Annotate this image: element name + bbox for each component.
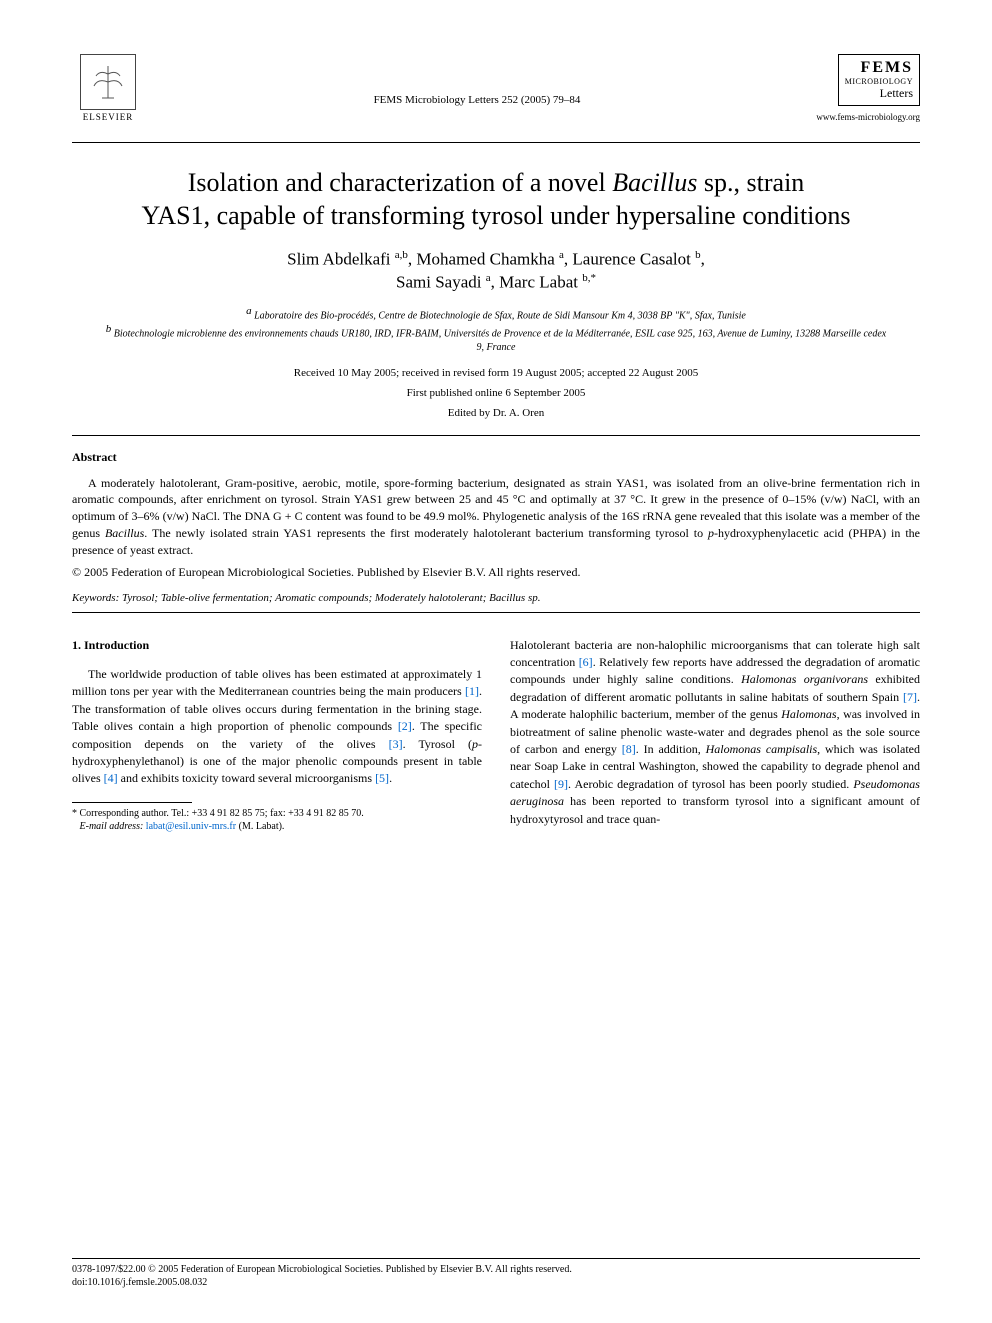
fems-url: www.fems-microbiology.org	[810, 112, 920, 122]
citation-2[interactable]: [2]	[398, 719, 412, 733]
abstract-heading: Abstract	[72, 450, 920, 465]
col2-species-1: Halomonas organivorans	[741, 672, 868, 686]
elsevier-tree-icon	[80, 54, 136, 110]
title-part-2: sp., strain	[697, 168, 804, 197]
footnotes: * Corresponding author. Tel.: +33 4 91 8…	[72, 807, 482, 834]
abstract-bottom-rule	[72, 612, 920, 613]
fems-subtitle-1: MICROBIOLOGY	[845, 77, 913, 86]
article-dates: Received 10 May 2005; received in revise…	[72, 367, 920, 379]
keywords: Keywords: Tyrosol; Table-olive fermentat…	[72, 592, 920, 604]
keywords-text: Tyrosol; Table-olive fermentation; Aroma…	[119, 592, 489, 604]
email-line: E-mail address: labat@esil.univ-mrs.fr (…	[72, 820, 482, 834]
author-5: Marc Labat	[499, 272, 578, 291]
footnote-rule	[72, 802, 192, 803]
page-header: ELSEVIER FEMS Microbiology Letters 252 (…	[72, 54, 920, 134]
email-post: (M. Labat).	[236, 821, 284, 832]
keywords-genus: Bacillus	[489, 592, 525, 604]
abstract-seg-2: . The newly isolated strain YAS1 represe…	[144, 526, 708, 540]
fems-subtitle-2: Letters	[845, 86, 913, 101]
abstract-top-rule	[72, 435, 920, 436]
body-columns: 1. Introduction The worldwide production…	[72, 637, 920, 834]
section-1-heading: 1. Introduction	[72, 637, 482, 654]
intro-paragraph-1: The worldwide production of table olives…	[72, 666, 482, 788]
citation-1[interactable]: [1]	[465, 684, 479, 698]
header-rule	[72, 142, 920, 143]
author-5-affil: b,*	[582, 272, 596, 284]
citation-9[interactable]: [9]	[554, 777, 568, 791]
journal-reference: FEMS Microbiology Letters 252 (2005) 79–…	[144, 54, 810, 106]
author-4: Sami Sayadi	[396, 272, 481, 291]
affil-a-text: Laboratoire des Bio-procédés, Centre de …	[252, 310, 746, 321]
col2-species-3: Halomonas campisalis	[706, 742, 818, 756]
fems-title: FEMS	[845, 59, 913, 77]
fems-logo-box: FEMS MICROBIOLOGY Letters	[838, 54, 920, 106]
affil-b-text: Biotechnologie microbienne des environne…	[111, 329, 886, 354]
affiliations: a Laboratoire des Bio-procédés, Centre d…	[102, 304, 890, 355]
author-3-affil: b	[695, 249, 701, 261]
intro-seg-d: . Tyrosol (	[403, 737, 472, 751]
footer-rule	[72, 1258, 920, 1259]
title-part-1: Isolation and characterization of a nove…	[188, 168, 612, 197]
column-left: 1. Introduction The worldwide production…	[72, 637, 482, 834]
email-label: E-mail address:	[80, 821, 144, 832]
abstract-text: A moderately halotolerant, Gram-positive…	[72, 475, 920, 559]
keywords-post: sp.	[525, 592, 540, 604]
col2-seg-f: . In addition,	[636, 742, 706, 756]
footer-line-1: 0378-1097/$22.00 © 2005 Federation of Eu…	[72, 1263, 920, 1276]
citation-7[interactable]: [7]	[903, 690, 917, 704]
intro-seg-g: .	[389, 771, 392, 785]
author-3: Laurence Casalot	[572, 250, 690, 269]
intro-seg-a: The worldwide production of table olives…	[72, 667, 482, 698]
author-2: Mohamed Chamkha	[416, 250, 554, 269]
col2-seg-h: . Aerobic degradation of tyrosol has bee…	[568, 777, 853, 791]
author-1: Slim Abdelkafi	[287, 250, 390, 269]
intro-seg-f: and exhibits toxicity toward several mic…	[118, 771, 375, 785]
corresponding-author: * Corresponding author. Tel.: +33 4 91 8…	[72, 807, 482, 821]
citation-3[interactable]: [3]	[389, 737, 403, 751]
title-italic-genus: Bacillus	[612, 168, 697, 197]
author-2-affil: a	[559, 249, 564, 261]
citation-8[interactable]: [8]	[622, 742, 636, 756]
edited-by: Edited by Dr. A. Oren	[72, 407, 920, 419]
elsevier-label: ELSEVIER	[83, 112, 134, 122]
page-footer: 0378-1097/$22.00 © 2005 Federation of Eu…	[72, 1258, 920, 1289]
keywords-label: Keywords:	[72, 592, 119, 604]
col2-genus-2: Halomonas	[781, 707, 836, 721]
email-address[interactable]: labat@esil.univ-mrs.fr	[146, 821, 236, 832]
published-online: First published online 6 September 2005	[72, 387, 920, 399]
abstract-copyright: © 2005 Federation of European Microbiolo…	[72, 565, 920, 580]
author-1-affil: a,b	[395, 249, 408, 261]
col2-seg-i: has been reported to transform tyrosol i…	[510, 794, 920, 825]
author-4-affil: a	[486, 272, 491, 284]
abstract-genus-1: Bacillus	[105, 526, 144, 540]
article-title: Isolation and characterization of a nove…	[112, 167, 880, 232]
footer-doi: doi:10.1016/j.femsle.2005.08.032	[72, 1276, 920, 1289]
title-line-2: YAS1, capable of transforming tyrosol un…	[141, 201, 850, 230]
author-list: Slim Abdelkafi a,b, Mohamed Chamkha a, L…	[72, 248, 920, 294]
intro-paragraph-1-cont: Halotolerant bacteria are non-halophilic…	[510, 637, 920, 828]
citation-4[interactable]: [4]	[104, 771, 118, 785]
citation-6[interactable]: [6]	[579, 655, 593, 669]
column-right: Halotolerant bacteria are non-halophilic…	[510, 637, 920, 834]
fems-logo: FEMS MICROBIOLOGY Letters www.fems-micro…	[810, 54, 920, 122]
elsevier-logo: ELSEVIER	[72, 54, 144, 134]
citation-5[interactable]: [5]	[375, 771, 389, 785]
